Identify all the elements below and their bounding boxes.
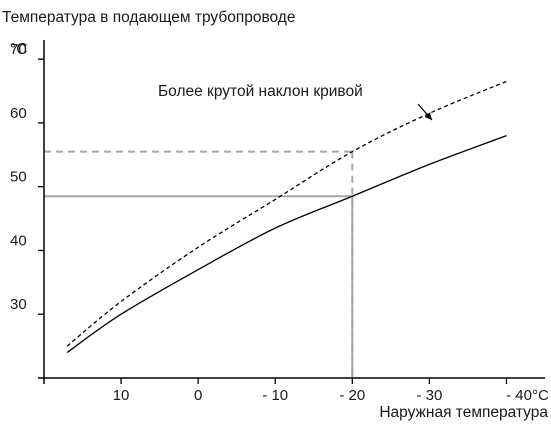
y-tick-label: 40 bbox=[10, 232, 27, 249]
chart-title: Температура в подающем трубопроводе bbox=[2, 9, 295, 26]
x-tick-label: - 30 bbox=[416, 387, 442, 404]
labels: Температура в подающем трубопроводе °C Н… bbox=[2, 9, 548, 421]
x-tick-label: 10 bbox=[113, 387, 130, 404]
steeper-curve-line bbox=[66, 80, 507, 347]
y-tick-label: 50 bbox=[10, 169, 27, 186]
y-unit-label: °C bbox=[10, 41, 27, 58]
series bbox=[66, 80, 507, 354]
y-tick-label: 70 bbox=[10, 41, 27, 58]
annotation-arrow bbox=[417, 103, 433, 121]
x-axis-label: Наружная температура bbox=[379, 404, 548, 421]
x-tick-label: - 40°C bbox=[506, 387, 549, 404]
x-tick-label: - 20 bbox=[339, 387, 365, 404]
steeper-curve-annotation: Более крутой наклон кривой bbox=[158, 83, 363, 100]
ticks: 10 0 - 10 - 20 - 30 - 40°C 70 60 50 40 30 bbox=[10, 41, 549, 404]
x-tick-label: - 10 bbox=[262, 387, 288, 404]
x-tick-label: 0 bbox=[194, 387, 202, 404]
reference-lines bbox=[44, 150, 354, 378]
y-tick-label: 30 bbox=[10, 296, 27, 313]
axes bbox=[38, 40, 545, 384]
heating-curve-line bbox=[66, 135, 507, 354]
y-tick-label: 60 bbox=[10, 105, 27, 122]
